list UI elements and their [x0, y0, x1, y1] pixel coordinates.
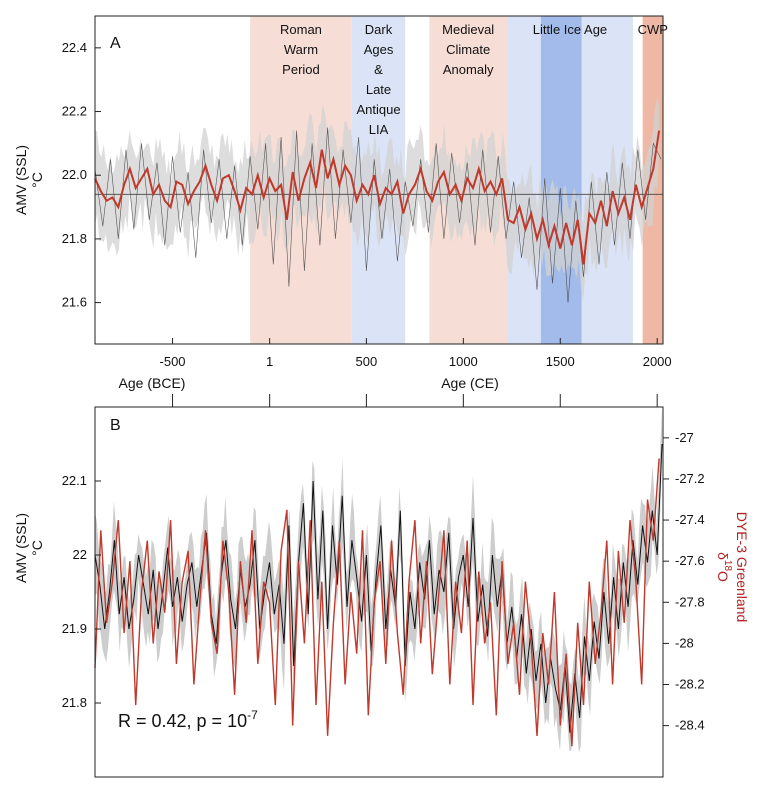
a-period-label-1: Ages [364, 42, 394, 57]
panel-a: 21.621.822.022.222.4 -500 1 500 1000 1500 200… [13, 15, 672, 391]
a-uncertainty-envelope [95, 97, 660, 301]
b-left-tick-label: 21.8 [62, 695, 87, 710]
a-x-axis-label-bce: Age (BCE) [119, 375, 186, 391]
a-period-label-1: LIA [369, 122, 389, 137]
b-right-sup: 18 [722, 560, 733, 572]
a-period-label-1: & [374, 62, 383, 77]
a-period-label-1: Antique [356, 102, 400, 117]
b-right-tick-label: -27.6 [675, 553, 705, 568]
a-period-label-2: Climate [446, 42, 490, 57]
a-y-tick-label: 22.0 [62, 167, 87, 182]
a-period-label-0: Warm [284, 42, 318, 57]
b-left-axis-unit: °C [29, 540, 45, 556]
b-right-tick-label: -27 [675, 430, 694, 445]
b-right-tick-label: -27.2 [675, 471, 705, 486]
a-y-tick-label: 22.4 [62, 40, 87, 55]
a-x-axis-label-ce: Age (CE) [441, 375, 499, 391]
b-left-axis-label: AMV (SSL) [13, 513, 29, 583]
a-x-ticks: -500 1 500 1000 1500 2000 [160, 338, 672, 369]
b-annotation-sup: -7 [247, 708, 258, 722]
a-period-label-1: Late [366, 82, 391, 97]
b-uncertainty-envelope [95, 409, 662, 753]
b-left-tick-label: 21.9 [62, 621, 87, 636]
a-x-tick-label: 2000 [643, 354, 672, 369]
a-x-tick-label: 500 [356, 354, 378, 369]
b-right-tick-label: -28.2 [675, 677, 705, 692]
b-right-delta: δ [715, 552, 731, 560]
b-right-o: O [715, 571, 731, 582]
a-period-label-1: Dark [365, 22, 393, 37]
b-correlation-annotation: R = 0.42, p = 10-7 [118, 708, 258, 731]
b-right-axis-label: DYE-3 Greenland [734, 512, 750, 623]
a-period-label-2: Medieval [442, 22, 494, 37]
a-period-labels: Roman Warm Period Dark Ages & Late Antique LIA Me… [280, 22, 668, 137]
b-right-tick-label: -28.4 [675, 718, 705, 733]
b-left-tick-label: 22.1 [62, 473, 87, 488]
b-dye3-line [94, 458, 660, 747]
b-right-y-ticks: -28.4 -28.2 -28 -27.8 -27.6 -27.4 -27.2 -27 [663, 430, 705, 733]
a-y-ticks: 21.6 21.8 22.0 22.2 22.4 [62, 40, 101, 310]
b-right-tick-label: -27.4 [675, 512, 705, 527]
b-right-axis-isotope: δ18O [715, 552, 733, 582]
a-period-label-0: Roman [280, 22, 322, 37]
b-plot-frame [94, 406, 664, 778]
a-y-axis-unit: °C [29, 172, 45, 188]
a-x-tick-label: 1000 [449, 354, 478, 369]
a-x-tick-label: 1 [266, 354, 273, 369]
b-annotation-prefix: R = 0.42, p = 10 [118, 711, 247, 731]
b-left-tick-label: 22 [73, 547, 87, 562]
b-right-tick-label: -28 [675, 635, 694, 650]
a-period-core-band [540, 16, 582, 344]
a-period-label-4: CWP [638, 22, 668, 37]
b-right-tick-label: -27.8 [675, 594, 705, 609]
a-y-tick-label: 21.8 [62, 231, 87, 246]
a-smoothed-series-line [94, 130, 661, 265]
a-period-label-3: Little Ice Age [533, 22, 607, 37]
b-panel-letter: B [110, 417, 121, 434]
a-y-tick-label: 21.6 [62, 295, 87, 310]
b-left-y-ticks: 21.8 21.9 22 22.1 [62, 473, 101, 710]
a-period-label-2: Anomaly [443, 62, 494, 77]
a-y-axis-label: AMV (SSL) [13, 145, 29, 215]
b-top-ticks [172, 394, 658, 407]
a-x-tick-label: 1500 [546, 354, 575, 369]
a-x-tick-label: -500 [160, 354, 186, 369]
a-panel-letter: A [110, 35, 121, 52]
a-plot-frame [94, 15, 664, 345]
a-y-tick-label: 22.2 [62, 104, 87, 119]
a-period-label-0: Period [282, 62, 320, 77]
